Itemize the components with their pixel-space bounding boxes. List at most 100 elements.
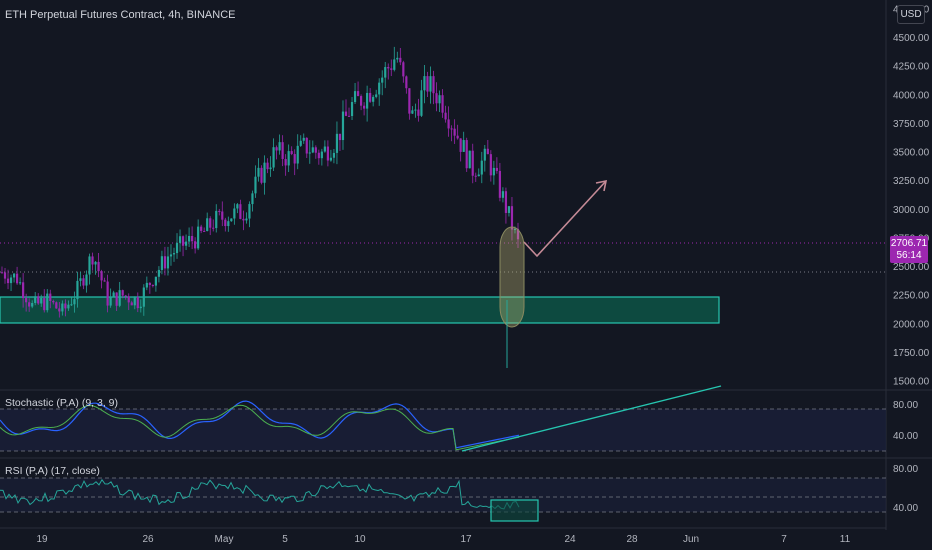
candle-body bbox=[230, 218, 233, 222]
candle-body bbox=[299, 140, 302, 146]
candle-body bbox=[61, 303, 64, 312]
candle-body bbox=[206, 218, 209, 232]
highlight-ellipse[interactable] bbox=[499, 226, 525, 328]
candle-body bbox=[191, 235, 194, 242]
candle-body bbox=[184, 241, 188, 246]
candle-body bbox=[510, 206, 514, 230]
candle-body bbox=[55, 302, 58, 309]
candle-body bbox=[115, 292, 118, 306]
candle-body bbox=[501, 191, 505, 198]
projection-arrow[interactable] bbox=[523, 179, 608, 258]
candle-body bbox=[22, 282, 25, 299]
stoch-axis-label-40: 40.00 bbox=[893, 431, 918, 442]
candle-body bbox=[94, 261, 97, 265]
candle-body bbox=[88, 256, 91, 275]
candle-body bbox=[317, 152, 320, 159]
candle-body bbox=[432, 76, 435, 94]
candle-body bbox=[474, 175, 477, 177]
time-axis-label: 11 bbox=[840, 534, 851, 545]
candle-body bbox=[480, 160, 483, 175]
candle-body bbox=[172, 253, 176, 255]
candle-body bbox=[58, 308, 61, 312]
candle-body bbox=[498, 170, 501, 198]
candle-body bbox=[221, 211, 224, 220]
candle-body bbox=[435, 93, 438, 104]
stochastic-label[interactable]: Stochastic (P,A) (9, 3, 9) bbox=[5, 397, 119, 409]
currency-button[interactable]: USD bbox=[897, 5, 925, 24]
candle-body bbox=[166, 256, 170, 269]
candle-body bbox=[136, 297, 139, 309]
candle-body bbox=[495, 167, 498, 171]
time-axis[interactable]: 19 26 May 5 10 17 24 28 Jun 7 11 bbox=[36, 534, 850, 545]
candle-body bbox=[269, 167, 272, 170]
candle-body bbox=[323, 146, 326, 152]
candle-body bbox=[109, 296, 112, 306]
candle-body bbox=[52, 300, 55, 303]
candle-body bbox=[70, 304, 73, 306]
candle-body bbox=[266, 162, 269, 170]
candle-body bbox=[245, 218, 248, 221]
price-axis-label: 4250.00 bbox=[893, 62, 930, 73]
candle-body bbox=[332, 152, 336, 158]
time-axis-label: 7 bbox=[781, 534, 787, 545]
candle-body bbox=[329, 157, 333, 161]
candle-body bbox=[290, 151, 293, 155]
candle-body bbox=[209, 218, 212, 228]
candle-body bbox=[396, 57, 399, 60]
rsi-axis-label-40: 40.00 bbox=[893, 503, 918, 514]
candle-body bbox=[450, 128, 453, 130]
candle-body bbox=[103, 280, 106, 282]
candle-body bbox=[218, 210, 221, 212]
candle-body bbox=[76, 280, 79, 300]
candle-body bbox=[344, 111, 348, 116]
price-axis-label: 1750.00 bbox=[893, 348, 930, 359]
current-price-tag: 2706.71 56:14 bbox=[890, 236, 928, 263]
candle-body bbox=[157, 269, 161, 277]
candle-body bbox=[85, 274, 88, 286]
candle-body bbox=[359, 96, 363, 106]
candle-body bbox=[462, 140, 465, 152]
candle-body bbox=[142, 287, 145, 307]
candle-body bbox=[314, 147, 317, 153]
price-axis-label: 2500.00 bbox=[893, 262, 930, 273]
candle-body bbox=[46, 293, 49, 311]
candle-body bbox=[281, 142, 284, 160]
candle-body bbox=[40, 298, 43, 304]
candle-body bbox=[154, 276, 157, 286]
candle-body bbox=[465, 140, 468, 169]
candle-body bbox=[486, 148, 489, 155]
candle-body bbox=[28, 302, 31, 307]
candle-body bbox=[489, 154, 492, 176]
stochastic-d-line bbox=[0, 404, 520, 451]
candle-body bbox=[441, 95, 444, 113]
candle-body bbox=[390, 68, 393, 70]
candle-body bbox=[79, 278, 82, 281]
price-axis-label: 2000.00 bbox=[893, 319, 930, 330]
candle-body bbox=[372, 96, 375, 102]
rsi-axis-label-80: 80.00 bbox=[893, 464, 918, 475]
candle-body bbox=[456, 135, 459, 139]
candle-body bbox=[305, 137, 308, 154]
candle-body bbox=[381, 77, 384, 83]
time-axis-label: 5 bbox=[282, 534, 288, 545]
candle-body bbox=[278, 142, 281, 151]
candle-body bbox=[366, 92, 369, 109]
candle-body bbox=[513, 228, 517, 230]
rsi-highlight-box[interactable] bbox=[490, 499, 539, 522]
candle-body bbox=[64, 303, 67, 309]
stoch-trendline[interactable] bbox=[461, 385, 722, 452]
candle-body bbox=[97, 261, 100, 272]
price-axis[interactable]: 4750.004500.004250.004000.003750.003500.… bbox=[893, 5, 930, 388]
rsi-label[interactable]: RSI (P,A) (17, close) bbox=[5, 465, 100, 477]
time-axis-label: 28 bbox=[626, 534, 638, 545]
price-axis-label: 1500.00 bbox=[893, 377, 930, 388]
candle-body bbox=[9, 277, 13, 284]
candle-body bbox=[384, 67, 387, 78]
chart-title: ETH Perpetual Futures Contract, 4h, BINA… bbox=[5, 9, 236, 21]
candle-body bbox=[350, 102, 354, 117]
candle-body bbox=[227, 221, 230, 227]
price-axis-label: 2250.00 bbox=[893, 291, 930, 302]
candle-body bbox=[251, 193, 254, 205]
